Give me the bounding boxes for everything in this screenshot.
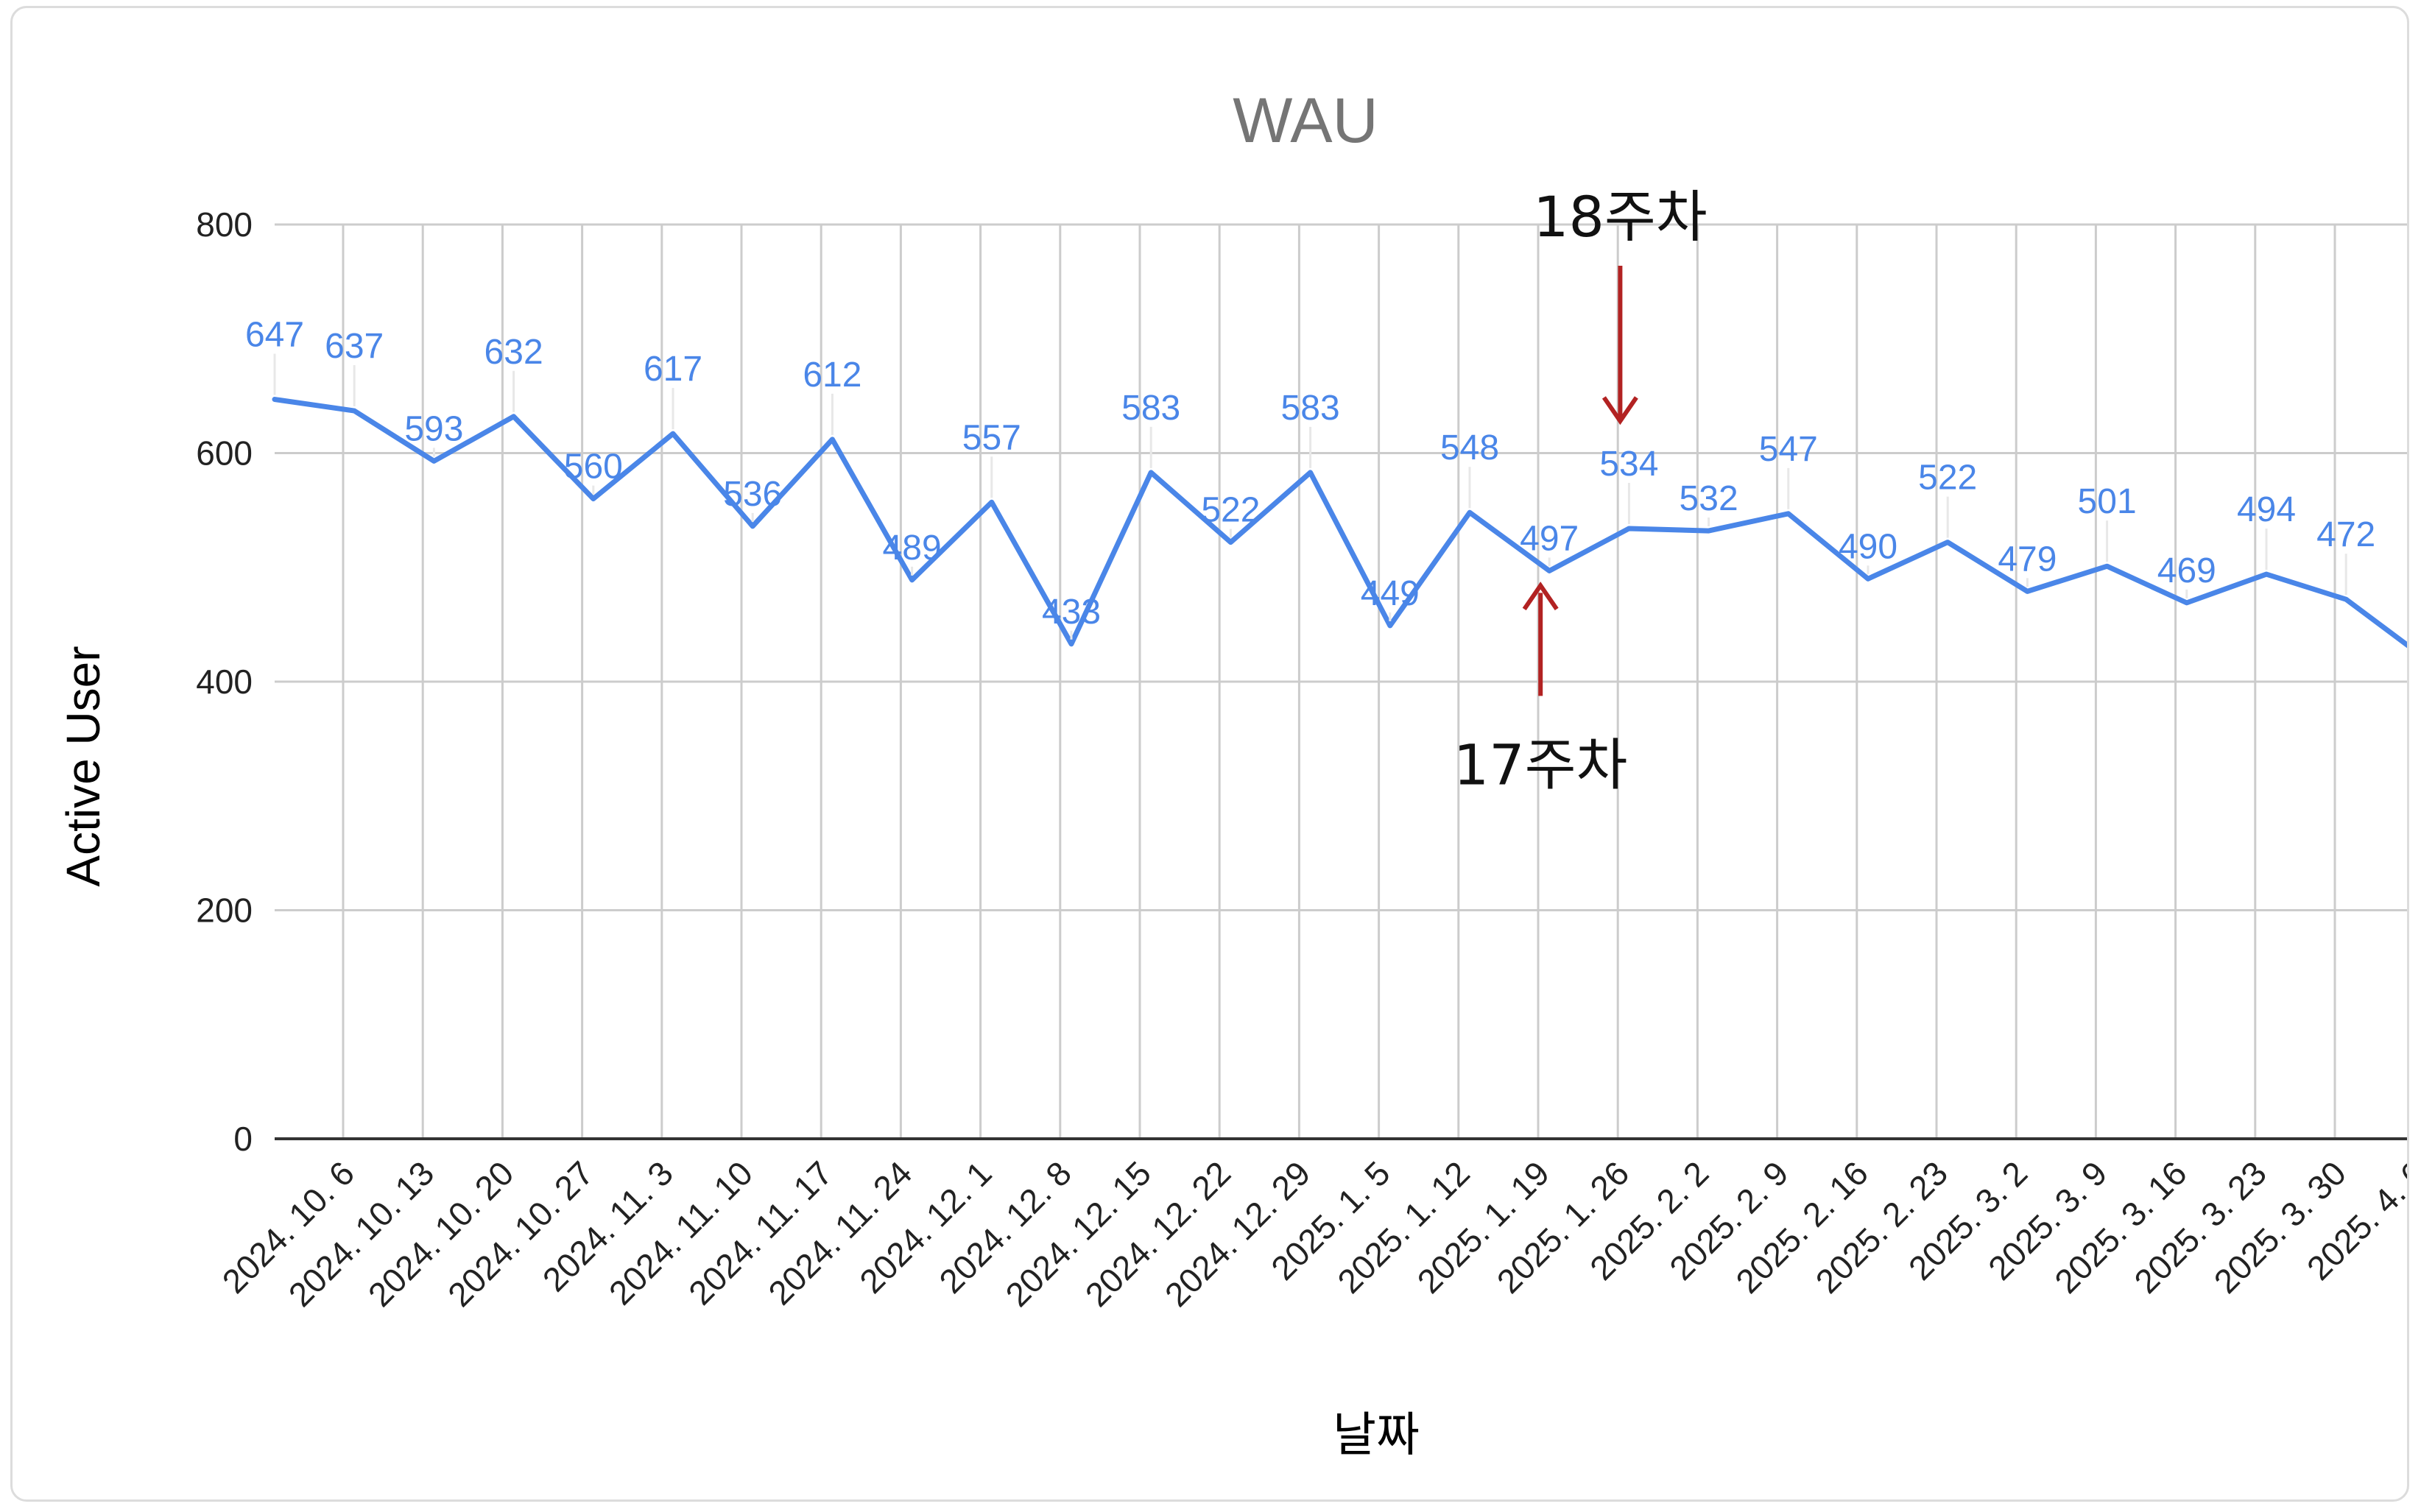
data-point xyxy=(909,577,915,582)
y-axis-ticks: 0 200 400 600 800 xyxy=(196,205,253,1158)
data-point xyxy=(431,459,437,464)
y-tick-label: 200 xyxy=(196,891,253,930)
data-point xyxy=(750,523,755,529)
data-label: 593 xyxy=(404,409,463,448)
data-label: 548 xyxy=(1440,428,1499,467)
data-label: 472 xyxy=(2316,515,2375,554)
data-point xyxy=(1627,526,1632,531)
annotation-arrowhead-17 xyxy=(1522,582,1559,611)
series-layer xyxy=(272,397,2407,649)
x-axis-title: 날짜 xyxy=(1333,1408,1420,1461)
annotation-17-label: 17주차 xyxy=(1453,732,1628,797)
data-label: 522 xyxy=(1918,459,1977,498)
data-label: 489 xyxy=(883,529,942,568)
annotation-arrowhead-18 xyxy=(1601,396,1638,425)
data-label: 547 xyxy=(1759,430,1818,469)
data-point xyxy=(989,500,994,505)
data-label: 583 xyxy=(1281,389,1340,428)
data-label: 583 xyxy=(1121,389,1180,428)
data-label: 449 xyxy=(1361,574,1420,613)
data-label: 647 xyxy=(245,316,304,355)
data-point xyxy=(1069,641,1074,646)
y-tick-label: 800 xyxy=(196,205,253,244)
data-label: 612 xyxy=(803,356,861,395)
data-label: 497 xyxy=(1520,519,1579,558)
data-label: 536 xyxy=(723,475,782,514)
data-point xyxy=(352,409,357,414)
data-point xyxy=(2184,600,2189,605)
data-labels: 647 637 593 632 560 617 536 612 489 557 433 583 522 5… xyxy=(245,316,2375,640)
data-label: 479 xyxy=(1998,540,2057,579)
data-label: 534 xyxy=(1599,445,1658,484)
data-point xyxy=(591,496,596,501)
data-point xyxy=(1467,510,1472,515)
data-point xyxy=(1387,623,1392,628)
data-point xyxy=(2025,589,2030,594)
data-point xyxy=(272,397,277,402)
data-point xyxy=(2104,564,2110,569)
data-point xyxy=(2344,597,2349,602)
data-point xyxy=(511,414,516,419)
data-point xyxy=(1308,470,1313,475)
grid-lines xyxy=(275,223,2407,1139)
data-label: 532 xyxy=(1680,479,1738,518)
data-label: 522 xyxy=(1201,491,1260,530)
data-label: 490 xyxy=(1839,527,1897,566)
data-point xyxy=(2264,572,2269,577)
data-point xyxy=(1706,529,1711,534)
y-tick-label: 400 xyxy=(196,663,253,701)
y-axis-title: Active User xyxy=(57,646,110,886)
data-label: 637 xyxy=(325,327,384,366)
data-label: 560 xyxy=(564,448,623,487)
data-label: 617 xyxy=(644,350,702,389)
data-point xyxy=(671,431,675,437)
chart-card: WAU 0 200 400 600 800 2024. 10. 6 2024. 10. 1… xyxy=(10,6,2409,1502)
annotations: 18주차 17주차 xyxy=(1453,184,1708,797)
y-tick-label: 0 xyxy=(233,1120,253,1158)
data-point xyxy=(1149,470,1154,475)
data-point xyxy=(1866,576,1870,582)
y-tick-label: 600 xyxy=(196,434,253,473)
data-label: 469 xyxy=(2157,551,2216,590)
data-label: 433 xyxy=(1042,593,1101,632)
data-label: 501 xyxy=(2078,482,2137,521)
annotation-18-label: 18주차 xyxy=(1533,184,1708,250)
data-point xyxy=(1228,540,1233,545)
data-point xyxy=(1786,511,1791,516)
data-point xyxy=(830,437,835,442)
data-label: 632 xyxy=(484,333,543,372)
chart-title: WAU xyxy=(1233,85,1378,156)
series-line xyxy=(272,397,2407,649)
data-point xyxy=(1547,568,1552,573)
data-label: 557 xyxy=(962,418,1021,457)
data-label: 494 xyxy=(2237,490,2296,529)
data-point xyxy=(1945,540,1950,545)
